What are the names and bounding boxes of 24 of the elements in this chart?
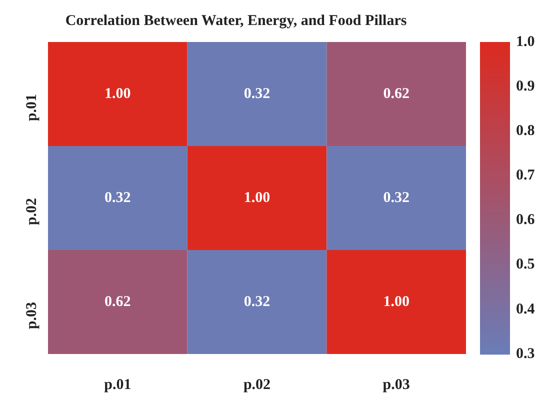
color-bar-label: 0.7 bbox=[516, 168, 536, 184]
data-label: 1.00 bbox=[244, 190, 270, 206]
data-label: 0.32 bbox=[383, 190, 410, 206]
x-tick-label: p.02 bbox=[243, 376, 271, 393]
color-bar-label: 1.0 bbox=[516, 34, 535, 50]
color-bar-label: 0.4 bbox=[516, 301, 536, 318]
color-bar-label: 0.8 bbox=[516, 123, 535, 140]
x-tick-label: p.01 bbox=[104, 376, 132, 393]
y-tick-label: p.03 bbox=[24, 302, 40, 330]
color-bar-label: 0.5 bbox=[516, 256, 535, 273]
data-label: 0.62 bbox=[104, 294, 131, 310]
color-bar-label: 0.3 bbox=[516, 346, 535, 362]
data-label: 1.00 bbox=[104, 86, 131, 102]
data-label: 0.32 bbox=[244, 294, 270, 310]
x-tick-label: p.03 bbox=[382, 376, 410, 393]
y-tick-label: p.01 bbox=[24, 94, 40, 122]
data-label: 1.00 bbox=[383, 294, 410, 310]
data-label: 0.62 bbox=[383, 86, 410, 102]
chart-title: Correlation Between Water, Energy, and Food Pillars bbox=[65, 12, 407, 29]
y-tick-label: p.02 bbox=[24, 198, 40, 226]
data-label: 0.32 bbox=[104, 190, 131, 206]
color-bar-label: 0.6 bbox=[516, 212, 536, 228]
data-label: 0.32 bbox=[244, 86, 270, 102]
color-bar-label: 0.9 bbox=[516, 78, 535, 94]
